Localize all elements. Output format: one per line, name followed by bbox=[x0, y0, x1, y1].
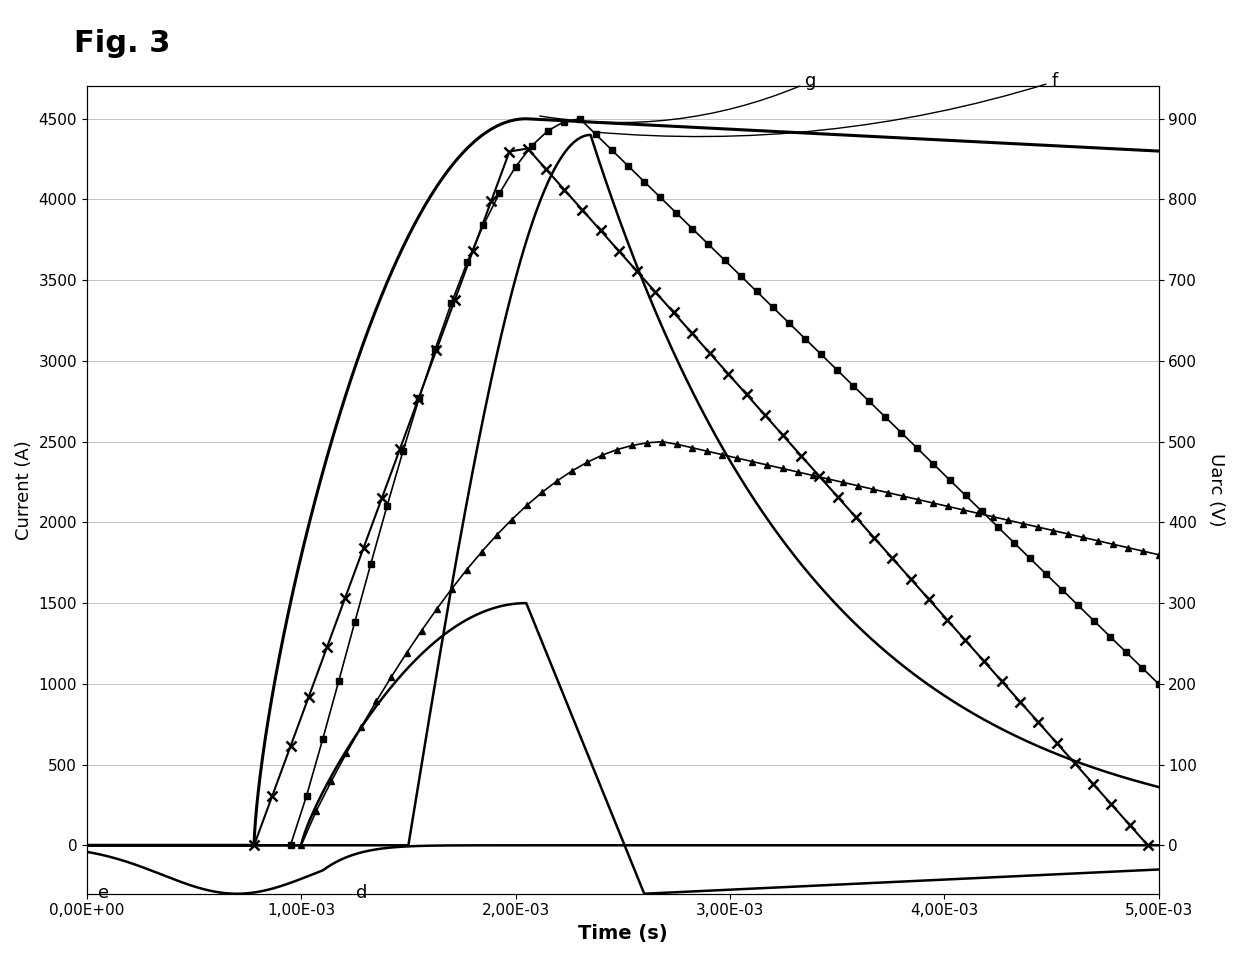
Text: f: f bbox=[593, 73, 1058, 137]
Text: e: e bbox=[98, 884, 109, 902]
Y-axis label: Uarc (V): Uarc (V) bbox=[1207, 453, 1225, 527]
Text: g: g bbox=[539, 73, 816, 123]
Text: Fig. 3: Fig. 3 bbox=[74, 29, 171, 57]
Text: d: d bbox=[356, 884, 367, 902]
X-axis label: Time (s): Time (s) bbox=[578, 924, 667, 943]
Y-axis label: Current (A): Current (A) bbox=[15, 441, 33, 540]
